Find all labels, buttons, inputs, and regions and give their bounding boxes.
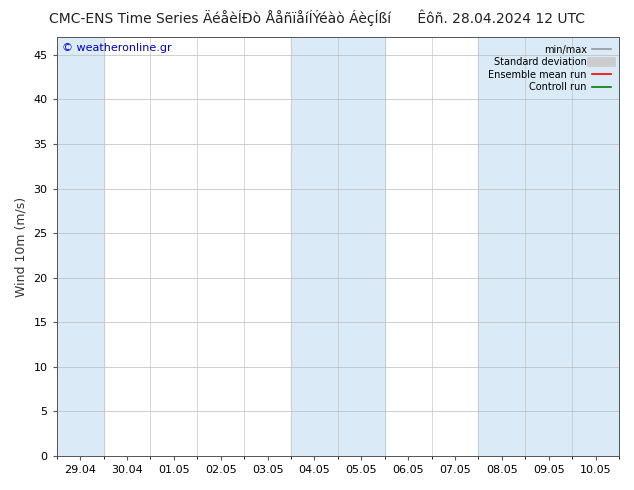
Text: CMC-ENS Time Series ÄéåèÍÐò ÅåñïåíÍÝéàò ÁèçÍßí      Êôñ. 28.04.2024 12 UTC: CMC-ENS Time Series ÄéåèÍÐò ÅåñïåíÍÝéàò … <box>49 10 585 26</box>
Legend: min/max, Standard deviation, Ensemble mean run, Controll run: min/max, Standard deviation, Ensemble me… <box>486 42 614 95</box>
Text: © weatheronline.gr: © weatheronline.gr <box>62 43 172 53</box>
Bar <box>479 37 619 456</box>
Bar <box>56 37 103 456</box>
Bar <box>291 37 385 456</box>
Y-axis label: Wind 10m (m/s): Wind 10m (m/s) <box>15 196 28 296</box>
